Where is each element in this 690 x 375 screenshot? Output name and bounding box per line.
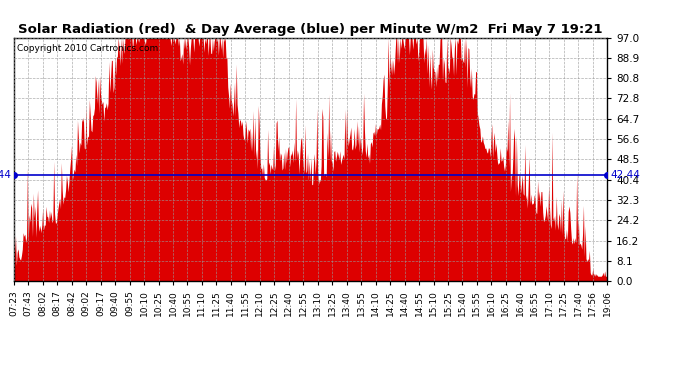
Text: 42.44: 42.44: [610, 170, 640, 180]
Text: Copyright 2010 Cartronics.com: Copyright 2010 Cartronics.com: [17, 44, 158, 52]
Title: Solar Radiation (red)  & Day Average (blue) per Minute W/m2  Fri May 7 19:21: Solar Radiation (red) & Day Average (blu…: [18, 23, 603, 36]
Text: 42.44: 42.44: [0, 170, 11, 180]
